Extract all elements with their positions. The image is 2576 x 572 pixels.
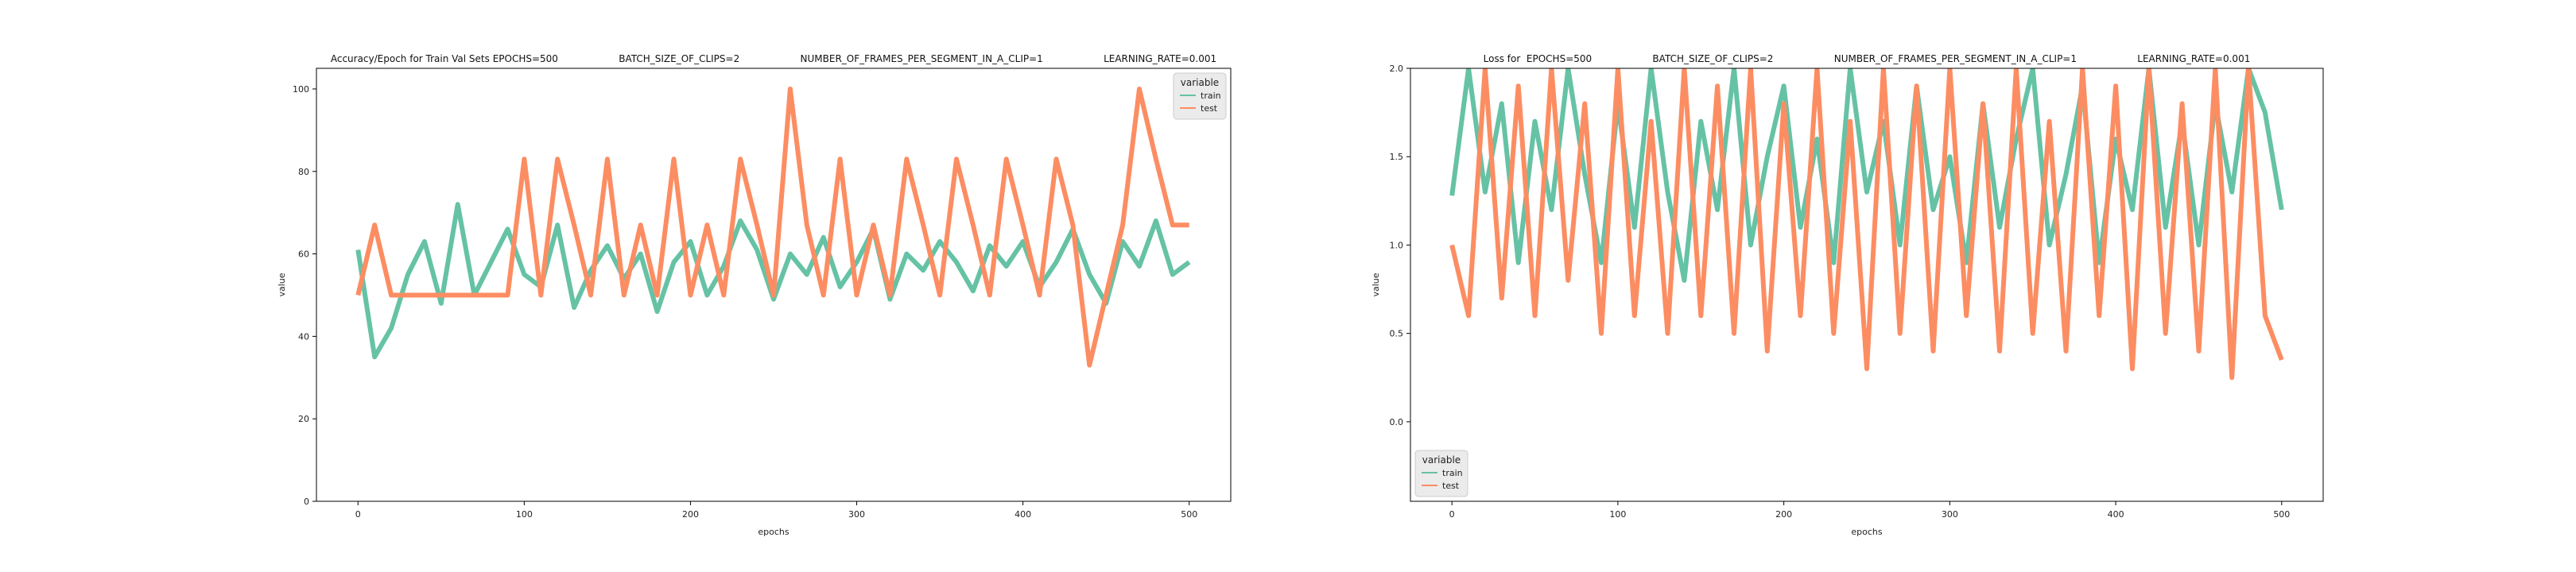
x-tick-label: 500 [1181, 509, 1197, 520]
x-tick-label: 300 [848, 509, 865, 520]
x-tick-label: 0 [1449, 509, 1455, 520]
y-tick-label: 0.0 [1390, 417, 1404, 427]
plot-frame [1410, 68, 2324, 502]
x-axis-label: epochs [1851, 527, 1882, 537]
series-line-test [355, 87, 1189, 368]
y-tick-label: 80 [298, 167, 309, 177]
y-tick-label: 40 [298, 331, 309, 342]
x-tick-label: 100 [1609, 509, 1626, 520]
plot-frame [316, 68, 1232, 502]
series-line-test [1449, 68, 2284, 381]
legend: variable train test [1173, 72, 1227, 120]
x-tick-label: 400 [2108, 509, 2124, 520]
legend-label-train: train [1442, 468, 1463, 478]
legend-title: variable [1422, 454, 1461, 466]
chart-title: Accuracy/Epoch for Train Val Sets EPOCHS… [331, 53, 1216, 64]
y-axis-label: value [277, 272, 287, 296]
y-tick-label: 2.0 [1390, 64, 1404, 74]
y-tick-label: 20 [298, 414, 309, 424]
y-tick-label: 0 [304, 497, 309, 507]
series-line-train [355, 202, 1191, 360]
x-tick-label: 300 [1942, 509, 1958, 520]
y-tick-label: 0.5 [1390, 329, 1404, 339]
x-tick-label: 400 [1014, 509, 1031, 520]
x-tick-label: 100 [516, 509, 533, 520]
y-tick-label: 1.5 [1390, 152, 1404, 162]
x-tick-label: 200 [682, 509, 699, 520]
y-tick-label: 100 [293, 84, 309, 95]
y-axis-label: value [1371, 272, 1381, 296]
legend-title: variable [1181, 77, 1219, 88]
legend-label-train: train [1201, 91, 1221, 101]
x-tick-label: 0 [355, 509, 361, 520]
chart-title: Loss for EPOCHS=500 BATCH_SIZE_OF_CLIPS=… [1484, 53, 2251, 64]
legend: variable train test [1414, 450, 1468, 497]
x-tick-label: 500 [2273, 509, 2290, 520]
accuracy-chart: 0 100 200 300 400 500 0 20 40 60 80 100 epochs value A… [277, 53, 1232, 537]
x-tick-label: 200 [1775, 509, 1792, 520]
legend-label-test: test [1442, 481, 1460, 491]
legend-label-test: test [1201, 103, 1218, 114]
x-axis-label: epochs [758, 527, 789, 537]
y-tick-label: 1.0 [1390, 240, 1404, 250]
loss-chart: 0 100 200 300 400 500 0.0 0.5 1.0 1.5 2.0 epochs val… [1371, 53, 2324, 537]
y-tick-label: 60 [298, 249, 309, 260]
